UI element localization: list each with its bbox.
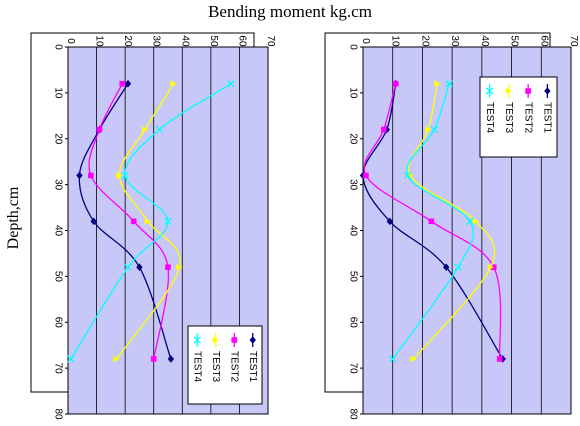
data-point-test3 (116, 172, 123, 179)
moment-tick-label: 0 (65, 38, 76, 44)
moment-tick-label: 40 (479, 35, 490, 47)
data-point-test1 (136, 263, 143, 271)
moment-tick-label: 10 (390, 35, 401, 47)
depth-tick-label: 80 (347, 408, 358, 420)
depth-tick-label: 30 (52, 179, 63, 191)
data-point-test1 (124, 79, 132, 88)
depth-tick-label: 20 (347, 133, 358, 145)
data-point-test2 (165, 264, 171, 270)
data-point-test4 (389, 355, 397, 363)
data-point-test3 (425, 126, 432, 133)
legend-label-test2: TEST2 (522, 102, 533, 134)
depth-tick-label: 0 (52, 44, 63, 50)
legend-marker-test2 (525, 88, 531, 94)
data-point-test3 (141, 126, 149, 133)
depth-tick-label: 20 (52, 133, 63, 145)
moment-tick-label: 30 (449, 35, 460, 47)
data-point-test3 (113, 355, 120, 363)
data-point-test3 (434, 80, 441, 87)
legend-label-test3: TEST3 (503, 102, 514, 134)
depth-tick-label: 0 (347, 44, 358, 50)
data-point-test2 (119, 80, 126, 87)
data-point-test1 (359, 171, 367, 180)
data-point-test1 (443, 263, 450, 271)
data-point-test3 (472, 218, 480, 225)
depth-tick-label: 40 (347, 225, 358, 237)
legend-marker-test1 (249, 336, 256, 344)
data-point-test2 (428, 218, 435, 225)
legend-marker-test1 (544, 87, 551, 95)
depth-tick-label: 10 (52, 87, 63, 99)
legend-label-test2: TEST2 (229, 351, 240, 383)
data-point-test4 (155, 125, 164, 134)
legend-marker-test4 (485, 87, 494, 95)
moment-tick-label: 50 (509, 35, 520, 47)
moment-tick-label: 20 (419, 35, 430, 47)
moment-tick-label: 40 (179, 35, 190, 47)
moment-tick-label: 60 (236, 35, 247, 47)
moment-tick-label: 70 (265, 35, 276, 47)
data-point-test2 (496, 356, 503, 362)
depth-tick-label: 70 (52, 363, 63, 375)
depth-tick-label: 60 (347, 317, 358, 329)
data-point-test2 (150, 356, 157, 362)
legend-marker-test3 (212, 336, 219, 344)
chart-title: Bending moment kg.cm (208, 2, 372, 21)
legend-label-test1: TEST1 (247, 351, 258, 383)
legend-label-test3: TEST3 (210, 351, 221, 383)
data-point-test4 (227, 80, 235, 88)
moment-tick-label: 70 (568, 35, 579, 47)
data-point-test1 (76, 171, 83, 180)
moment-tick-label: 50 (208, 35, 219, 47)
data-point-test1 (386, 217, 393, 226)
data-point-test3 (487, 264, 494, 271)
depth-tick-label: 80 (52, 408, 63, 420)
data-point-test2 (88, 172, 94, 179)
legend-box (479, 76, 558, 158)
data-point-test2 (381, 126, 387, 133)
chart-panel-right: 0 10 20 30 40 50 60 70 0 10 20 30 40 50 60 70 80 TEST1 TES… (324, 32, 579, 420)
moment-tick-label: 30 (151, 35, 162, 47)
data-point-test2 (130, 218, 137, 225)
data-point-test1 (90, 217, 97, 226)
legend-marker-test4 (193, 336, 201, 344)
depth-tick-label: 40 (52, 225, 63, 237)
data-point-test3 (144, 218, 152, 225)
data-point-test4 (67, 355, 75, 363)
data-point-test4 (164, 217, 172, 225)
data-point-test4 (124, 263, 132, 271)
depth-tick-label: 50 (52, 271, 63, 283)
legend-marker-test2 (231, 337, 238, 343)
depth-tick-label: 60 (52, 317, 63, 329)
legend-box (187, 325, 263, 405)
chart-panel-left: 0 10 20 30 40 50 60 70 0 10 20 30 40 50 60 70 80 TEST1 TES… (30, 32, 276, 420)
moment-tick-label: 0 (360, 38, 371, 44)
data-point-test2 (392, 80, 399, 87)
data-point-test1 (167, 355, 175, 363)
legend-label-test4: TEST4 (192, 351, 203, 383)
moment-tick-label: 10 (94, 35, 105, 47)
legend-label-test1: TEST1 (542, 102, 553, 134)
data-point-test4 (403, 171, 412, 180)
legend-label-test4: TEST4 (484, 102, 495, 134)
data-point-test4 (466, 217, 474, 225)
data-point-test2 (363, 172, 369, 179)
legend-marker-test3 (505, 87, 513, 95)
data-point-test3 (410, 355, 417, 363)
data-point-test4 (454, 263, 462, 271)
depth-tick-label: 10 (347, 87, 358, 99)
moment-tick-label: 60 (538, 35, 549, 47)
data-point-test3 (170, 80, 177, 87)
depth-tick-label: 50 (347, 271, 358, 283)
moment-tick-label: 20 (122, 35, 133, 47)
data-point-test4 (121, 171, 129, 180)
depth-tick-label: 70 (347, 363, 358, 375)
data-point-test3 (176, 264, 183, 271)
data-point-test4 (445, 80, 453, 88)
series-line-test4 (70, 83, 232, 360)
depth-tick-label: 30 (347, 179, 358, 191)
data-point-test4 (430, 125, 438, 134)
data-point-test2 (96, 126, 103, 133)
